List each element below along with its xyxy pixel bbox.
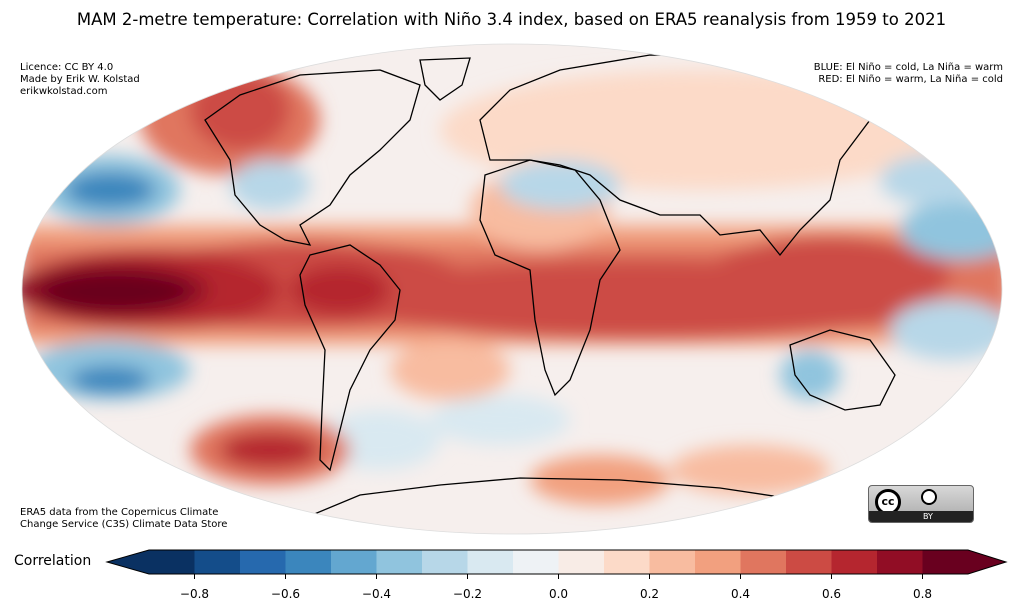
colorbar-tick-label: −0.4 (362, 587, 391, 601)
colorbar-segment (558, 550, 605, 574)
colorbar: −0.8 −0.6 −0.4 −0.2 0.0 0.2 0.4 0.6 0.8 (105, 549, 1008, 601)
colorbar-segment (240, 550, 286, 574)
colorbar-segment (786, 550, 832, 574)
legend-notes: BLUE: El Niño = cold, La Niña = warm RED… (814, 62, 1003, 86)
figure-title: MAM 2-metre temperature: Correlation wit… (76, 10, 947, 29)
colorbar-segment (331, 550, 377, 574)
by-label: BY (923, 512, 933, 521)
colorbar-segment (831, 550, 878, 574)
red-meaning: RED: El Niño = warm, La Niña = cold (818, 74, 1003, 85)
colorbar-segment (513, 550, 559, 574)
greenland-outline (419, 57, 471, 101)
source-line-1: ERA5 data from the Copernicus Climate (20, 507, 219, 518)
north-america-outline (204, 69, 421, 246)
colorbar-segment (285, 550, 332, 574)
colorbar-segment (422, 550, 468, 574)
colorbar-segment (376, 550, 423, 574)
coastlines (204, 54, 902, 534)
correlation-map (21, 43, 1003, 535)
colorbar-tick-label: 0.8 (913, 587, 932, 601)
person-icon (921, 489, 937, 505)
globe-border (21, 43, 1003, 535)
colorbar-segment (107, 550, 195, 574)
colorbar-tick-label: −0.8 (180, 587, 209, 601)
colorbar-segment (740, 550, 787, 574)
colorbar-segment (877, 550, 923, 574)
eurasia-outline (479, 54, 902, 257)
source-line-2: Change Service (C3S) Climate Data Store (20, 519, 228, 530)
author-line: Made by Erik W. Kolstad (20, 74, 140, 85)
license-notes: Licence: CC BY 4.0 Made by Erik W. Kolst… (20, 62, 140, 98)
africa-outline (479, 159, 621, 397)
license-line: Licence: CC BY 4.0 (20, 62, 114, 73)
colorbar-tick-label: −0.2 (453, 587, 482, 601)
colorbar-segment (604, 550, 650, 574)
colorbar-segment (922, 550, 1006, 574)
colorbar-tick-label: 0.4 (731, 587, 750, 601)
cc-by-license-badge: cc BY (868, 485, 974, 523)
colorbar-tick-label: −0.6 (271, 587, 300, 601)
colorbar-outline (105, 549, 1008, 575)
colorbar-segment (649, 550, 696, 574)
colorbar-segment (695, 550, 741, 574)
colorbar-tick-label: 0.2 (640, 587, 659, 601)
colorbar-tick-label: 0.6 (822, 587, 841, 601)
colorbar-tick-label: 0.0 (549, 587, 568, 601)
colorbar-segment (467, 550, 514, 574)
australia-outline (789, 329, 896, 411)
colorbar-segment (194, 550, 241, 574)
data-source-notes: ERA5 data from the Copernicus Climate Ch… (20, 507, 227, 531)
antarctica-outline (299, 477, 861, 534)
south-america-outline (299, 244, 401, 472)
website-line: erikwkolstad.com (20, 86, 108, 97)
blue-meaning: BLUE: El Niño = cold, La Niña = warm (813, 62, 1003, 73)
colorbar-label: Correlation (14, 553, 92, 569)
